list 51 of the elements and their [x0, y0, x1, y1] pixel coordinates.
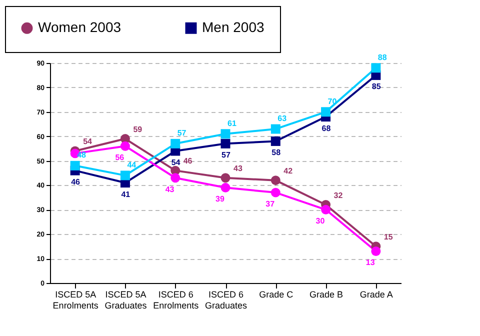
- point: [270, 176, 280, 186]
- data-label: 13: [366, 258, 376, 268]
- x-tick-label: Grade A: [360, 290, 393, 300]
- data-label: 58: [272, 148, 282, 158]
- data-label: 54: [83, 137, 93, 146]
- x-tick-label: Grade C: [259, 290, 294, 300]
- point: [220, 129, 230, 139]
- x-tick-label: ISCED 6 Graduates: [204, 290, 248, 310]
- data-label: 43: [165, 184, 175, 194]
- data-label: 44: [127, 160, 137, 170]
- data-label: 15: [384, 232, 394, 242]
- data-label: 54: [171, 158, 181, 167]
- data-label: 46: [183, 156, 193, 166]
- data-label: 85: [372, 82, 382, 92]
- data-label: 63: [278, 114, 288, 123]
- point: [220, 173, 230, 183]
- data-label: 30: [316, 216, 326, 226]
- point: [170, 173, 180, 183]
- x-tick-label: ISCED 5A Enrolments: [52, 290, 99, 310]
- data-label: 56: [115, 153, 125, 162]
- point: [220, 138, 230, 148]
- data-label: 88: [378, 52, 388, 62]
- data-label: 37: [266, 200, 276, 209]
- data-label: 57: [177, 128, 187, 138]
- point: [120, 141, 130, 151]
- x-tick-label: ISCED 6 Enrolments: [153, 290, 200, 310]
- legend-label: Men 2003: [202, 19, 264, 36]
- data-label: 61: [228, 118, 237, 128]
- point: [120, 170, 130, 180]
- data-label: 39: [216, 194, 225, 204]
- point: [70, 160, 80, 170]
- point: [321, 107, 331, 117]
- point: [220, 182, 230, 192]
- point: [270, 188, 280, 198]
- point: [321, 204, 331, 214]
- x-tick-label: ISCED 5A Graduates: [104, 290, 148, 310]
- data-label: 57: [222, 150, 231, 160]
- data-label: 68: [322, 124, 332, 133]
- point: [170, 138, 180, 148]
- data-label: 59: [133, 124, 143, 134]
- legend-label: Women 2003: [38, 19, 122, 36]
- data-label: 43: [234, 164, 243, 173]
- data-label: 46: [71, 178, 81, 187]
- point: [371, 246, 381, 256]
- point: [371, 63, 381, 73]
- data-label: 32: [334, 190, 344, 200]
- data-label: 42: [284, 166, 294, 176]
- x-tick-label: Grade B: [310, 290, 344, 300]
- data-label: 41: [121, 190, 131, 199]
- point: [270, 124, 280, 134]
- point: [270, 136, 280, 146]
